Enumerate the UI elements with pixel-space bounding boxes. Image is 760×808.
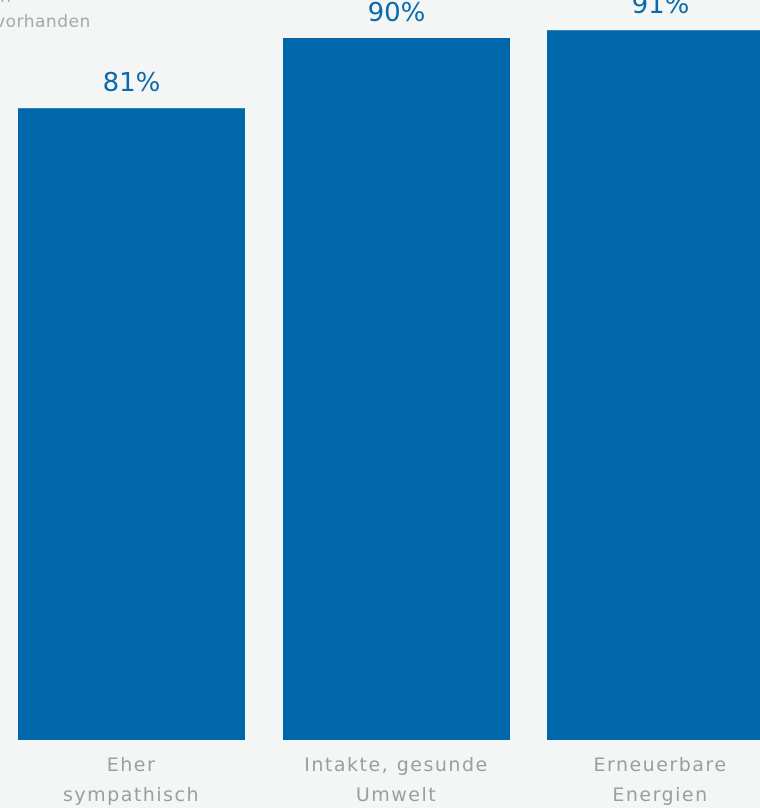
value-label-3: 91% — [632, 0, 690, 20]
category-label-1-line-2: sympathisch — [63, 784, 200, 806]
value-label-2: 90% — [368, 0, 426, 28]
category-label-2-line-2: Umwelt — [356, 784, 437, 806]
value-label-1: 81% — [103, 68, 161, 98]
legend-text-partial-top: ten — [0, 0, 11, 7]
category-label-3-line-1: Erneuerbare — [593, 754, 727, 776]
bar-3 — [547, 30, 760, 740]
category-label-3-line-2: Energien — [612, 784, 708, 806]
bar-2 — [283, 38, 510, 740]
category-label-1-line-1: Eher — [107, 754, 157, 776]
category-label-2-line-1: Intakte, gesunde — [304, 754, 488, 776]
legend-text-partial: t vorhanden — [0, 12, 91, 32]
bar-1 — [18, 108, 245, 740]
